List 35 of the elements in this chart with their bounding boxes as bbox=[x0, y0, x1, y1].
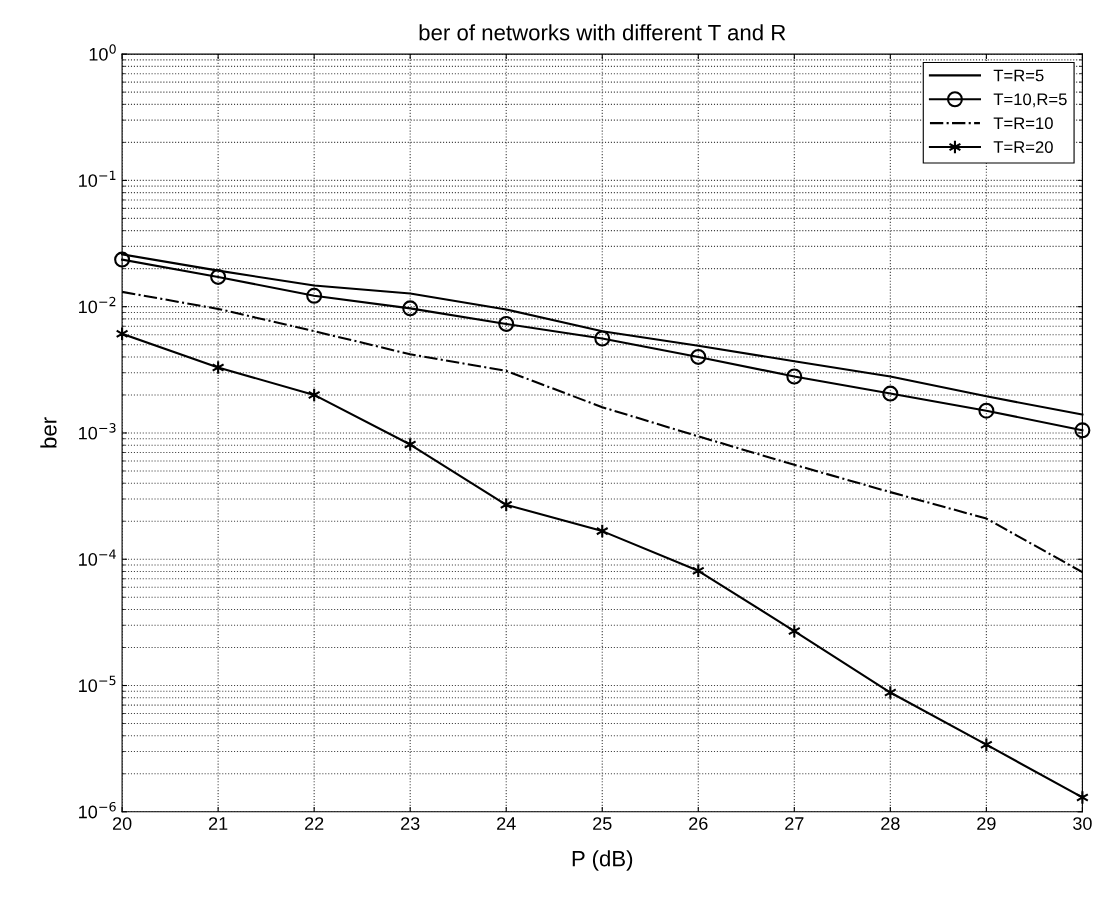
legend-label: T=10,R=5 bbox=[993, 93, 1067, 108]
y-tick-label: 10$^{−2}$ bbox=[79, 296, 116, 314]
y-tick-label: 10$^{−3}$ bbox=[79, 423, 116, 440]
x-tick-label: 29 bbox=[977, 817, 996, 830]
x-tick-label: 21 bbox=[209, 817, 228, 830]
point bbox=[978, 402, 995, 419]
x-tick-label: 23 bbox=[401, 817, 420, 830]
y-axis-title: ber bbox=[40, 417, 57, 448]
y-tick-label: 10$^{−5}$ bbox=[79, 675, 116, 693]
point bbox=[114, 251, 131, 268]
chart-title: ber of networks with different T and R bbox=[419, 24, 786, 41]
legend-label: T=R=5 bbox=[993, 69, 1044, 82]
x-tick-label: 20 bbox=[112, 817, 132, 830]
y-tick-label: 10$^{0}$ bbox=[89, 44, 116, 61]
x-tick-label: 22 bbox=[305, 817, 324, 830]
x-axis-title: P (dB) bbox=[572, 850, 633, 871]
point bbox=[690, 348, 707, 365]
legend-label: T=R=10 bbox=[993, 117, 1053, 130]
x-tick-label: 24 bbox=[497, 817, 516, 830]
x-tick-label: 25 bbox=[593, 817, 612, 830]
y-tick-label: 10$^{−1}$ bbox=[79, 170, 116, 187]
point bbox=[1074, 422, 1091, 439]
x-tick-label: 26 bbox=[689, 817, 708, 830]
x-tick-label: 28 bbox=[881, 817, 900, 830]
x-tick-label: 30 bbox=[1073, 817, 1092, 830]
point bbox=[402, 300, 419, 317]
y-tick-label: 10$^{−4}$ bbox=[79, 549, 116, 566]
legend-label: T=R=20 bbox=[993, 141, 1053, 153]
point bbox=[306, 287, 323, 304]
point bbox=[882, 385, 899, 402]
x-tick-label: 27 bbox=[785, 817, 804, 830]
point bbox=[498, 315, 515, 332]
point bbox=[786, 368, 803, 385]
point bbox=[594, 330, 611, 347]
point bbox=[210, 268, 227, 285]
